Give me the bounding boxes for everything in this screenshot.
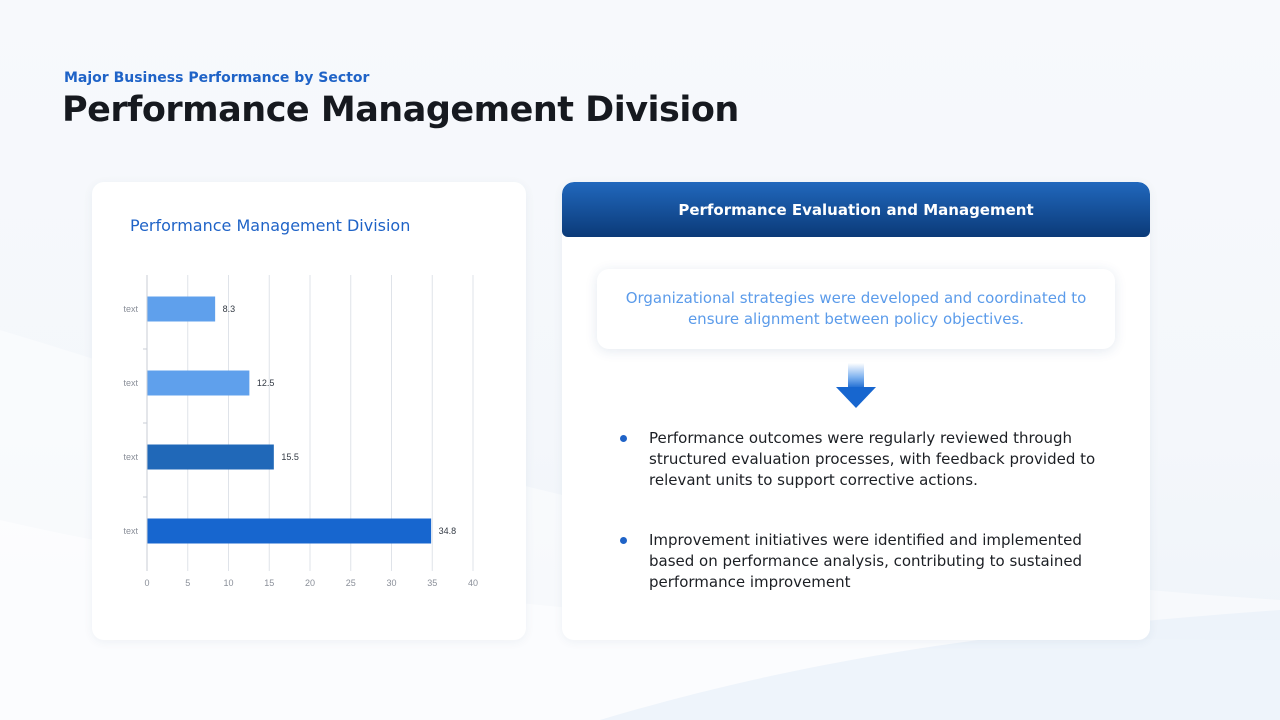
category-label: text <box>123 452 138 462</box>
summary-text: Organizational strategies were developed… <box>625 289 1087 328</box>
page-subtitle: Major Business Performance by Sector <box>64 70 370 86</box>
bar <box>147 296 216 322</box>
arrow-down-icon <box>836 363 876 408</box>
x-tick-label: 15 <box>264 578 274 588</box>
bullet-dot-icon <box>620 537 627 544</box>
bullet-dot-icon <box>620 435 627 442</box>
bar-chart: 0 5 10 15 20 25 30 35 40 text 8.3 text 12.5 text 15.5 t… <box>123 275 478 588</box>
category-label: text <box>123 526 138 536</box>
data-label: 34.8 <box>439 526 457 536</box>
data-label: 15.5 <box>281 452 299 462</box>
x-tick-label: 20 <box>305 578 315 588</box>
page-title: Performance Management Division <box>62 90 739 130</box>
data-label: 8.3 <box>223 304 236 314</box>
x-tick-label: 35 <box>427 578 437 588</box>
data-label: 12.5 <box>257 378 275 388</box>
x-tick-label: 30 <box>386 578 396 588</box>
x-tick-label: 10 <box>223 578 233 588</box>
info-card: Performance Evaluation and Management Or… <box>562 182 1150 640</box>
x-tick-label: 0 <box>144 578 149 588</box>
info-card-header: Performance Evaluation and Management <box>562 182 1150 237</box>
bullet-text: Performance outcomes were regularly revi… <box>649 429 1096 489</box>
x-tick-label: 40 <box>468 578 478 588</box>
bar <box>147 518 432 544</box>
category-label: text <box>123 378 138 388</box>
category-label: text <box>123 304 138 314</box>
summary-box: Organizational strategies were developed… <box>597 269 1115 349</box>
bar <box>147 444 274 470</box>
bar <box>147 370 250 396</box>
chart-card: Performance Management Division 0 5 10 15 20… <box>92 182 526 640</box>
x-tick-label: 5 <box>185 578 190 588</box>
chart-title: Performance Management Division <box>130 216 411 235</box>
x-tick-label: 25 <box>346 578 356 588</box>
bullet-text: Improvement initiatives were identified … <box>649 531 1083 591</box>
